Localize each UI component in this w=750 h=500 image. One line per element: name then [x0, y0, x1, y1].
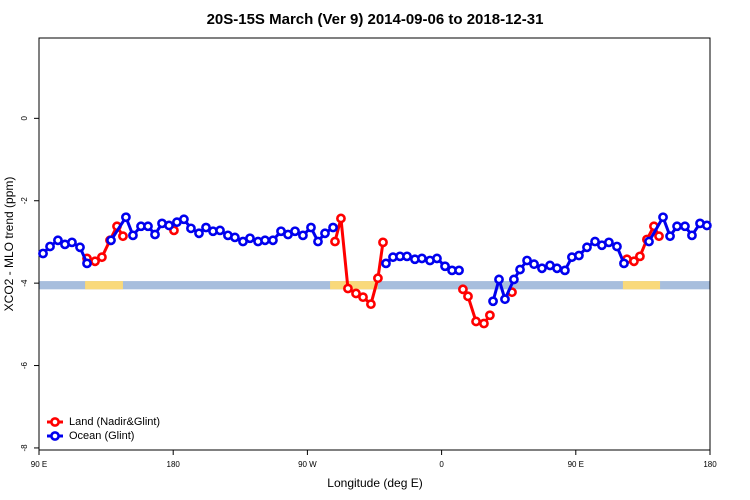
data-point	[604, 237, 614, 248]
data-point	[150, 229, 160, 240]
data-point	[351, 288, 361, 299]
data-point	[658, 212, 668, 223]
data-point	[687, 230, 697, 241]
data-point	[201, 222, 211, 233]
data-point	[654, 231, 664, 242]
data-point	[118, 231, 128, 242]
data-point	[582, 242, 592, 253]
data-point	[635, 251, 645, 262]
data-point	[701, 220, 712, 231]
y-tick-label: 0	[20, 116, 29, 121]
legend-swatch-point	[50, 431, 60, 441]
data-point	[336, 213, 346, 224]
data-point	[358, 292, 368, 303]
data-point	[215, 225, 225, 236]
data-point	[529, 259, 539, 270]
data-point	[381, 258, 391, 269]
data-point	[121, 212, 131, 223]
data-point	[245, 233, 255, 244]
legend-swatch-point	[50, 417, 60, 427]
data-point	[90, 256, 100, 267]
data-point	[515, 264, 525, 275]
data-point	[488, 296, 498, 307]
data-point	[328, 222, 338, 233]
data-point	[268, 235, 278, 246]
data-point	[509, 274, 519, 285]
data-point	[343, 283, 353, 294]
data-point	[313, 236, 323, 247]
data-point	[290, 226, 300, 237]
data-point	[67, 237, 77, 248]
x-tick-label: 0	[439, 460, 444, 469]
y-tick-label: -4	[20, 279, 29, 287]
data-point	[672, 221, 682, 232]
data-point	[143, 221, 153, 232]
y-tick-label: -8	[20, 444, 29, 452]
data-point	[230, 232, 240, 243]
data-point	[500, 294, 510, 305]
data-point	[574, 250, 584, 261]
data-point	[619, 258, 629, 269]
data-point	[164, 220, 174, 231]
chart-title: 20S-15S March (Ver 9) 2014-09-06 to 2018…	[207, 11, 544, 28]
data-point	[590, 236, 600, 247]
data-point	[373, 273, 383, 284]
x-tick-label: 90 E	[568, 460, 584, 469]
data-point	[106, 235, 116, 246]
data-point	[471, 316, 481, 327]
data-point	[440, 261, 450, 272]
data-point	[260, 235, 270, 246]
data-point	[186, 223, 196, 234]
data-point	[366, 299, 376, 310]
x-tick-label: 90 E	[31, 460, 47, 469]
data-point	[82, 258, 92, 269]
data-point	[378, 237, 388, 248]
data-point	[522, 255, 532, 266]
data-point	[454, 265, 464, 276]
y-axis-label: XCO2 - MLO trend (ppm)	[2, 177, 16, 312]
data-point	[402, 251, 412, 262]
x-axis-label: Longitude (deg E)	[327, 476, 422, 490]
x-tick-label: 180	[703, 460, 717, 469]
land-band	[330, 281, 378, 290]
data-point	[320, 228, 330, 239]
data-point	[552, 263, 562, 274]
data-point	[75, 242, 85, 253]
y-tick-label: -2	[20, 197, 29, 205]
data-point	[644, 236, 654, 247]
data-point	[330, 236, 340, 247]
data-point	[194, 228, 204, 239]
data-point	[680, 221, 690, 232]
legend-label: Ocean (Glint)	[69, 430, 134, 442]
y-tick-label: -6	[20, 361, 29, 369]
data-point	[38, 248, 48, 259]
data-point	[494, 274, 504, 285]
data-point	[485, 310, 495, 321]
data-point	[432, 253, 442, 264]
data-point	[629, 256, 639, 267]
land-band	[85, 281, 123, 290]
data-point	[179, 214, 189, 225]
data-point	[612, 241, 622, 252]
data-point	[45, 241, 55, 252]
data-point	[306, 222, 316, 233]
data-point	[53, 235, 63, 246]
data-point	[479, 318, 489, 329]
x-tick-label: 180	[167, 460, 181, 469]
data-point	[97, 252, 107, 263]
data-point	[458, 284, 468, 295]
x-tick-label: 90 W	[298, 460, 317, 469]
legend-label: Land (Nadir&Glint)	[69, 416, 160, 428]
data-point	[537, 263, 547, 274]
land-band	[622, 281, 661, 290]
data-point	[128, 230, 138, 241]
data-point	[665, 231, 675, 242]
data-point	[298, 230, 308, 241]
data-point	[417, 253, 427, 264]
data-point	[463, 291, 473, 302]
data-point	[560, 265, 570, 276]
plot-frame	[38, 37, 711, 451]
